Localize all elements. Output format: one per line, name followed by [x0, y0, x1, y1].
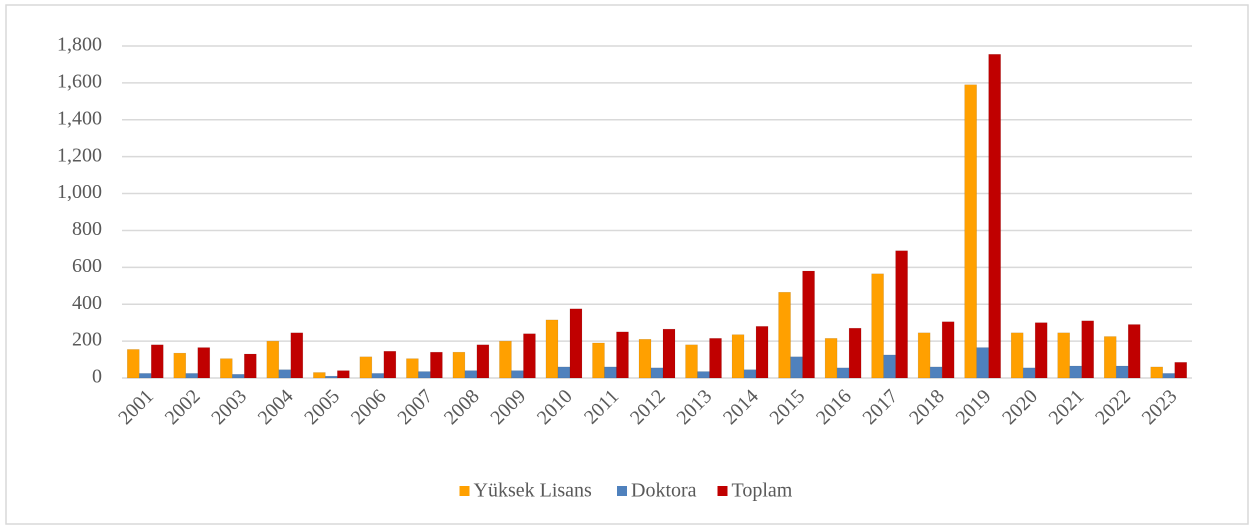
legend-label: Yüksek Lisans: [474, 480, 593, 502]
bar: [244, 353, 257, 379]
bar: [871, 273, 884, 379]
legend-swatch: [717, 486, 728, 496]
bar: [418, 371, 431, 379]
bar: [1057, 332, 1070, 379]
bar: [1103, 336, 1117, 379]
bar: [197, 347, 211, 379]
bar: [743, 369, 757, 379]
bar: [1162, 373, 1175, 379]
y-tick-label: 600: [72, 255, 102, 277]
bar: [1081, 320, 1094, 379]
bar: [604, 366, 617, 379]
bar: [325, 375, 338, 379]
bar: [824, 338, 838, 379]
bar: [266, 340, 280, 379]
bar: [220, 358, 233, 379]
bar: [359, 356, 373, 379]
bar: [499, 340, 512, 379]
bar: [173, 352, 187, 379]
bar: [545, 319, 559, 379]
bar: [232, 374, 245, 379]
bar: [895, 250, 908, 379]
bar: [685, 344, 698, 379]
bar: [371, 373, 385, 379]
bar: [185, 373, 199, 379]
bar: [1022, 367, 1036, 379]
bar: [616, 331, 629, 379]
bar: [127, 349, 140, 379]
bar: [592, 342, 605, 379]
bar: [790, 356, 803, 379]
bar: [802, 270, 815, 379]
bar: [709, 338, 722, 379]
bar: [848, 327, 862, 379]
bar: [452, 351, 466, 379]
y-tick-label: 1,200: [57, 144, 102, 166]
y-tick-label: 1,000: [57, 181, 102, 203]
legend-label: Toplam: [732, 480, 793, 502]
bar: [430, 351, 443, 379]
bar: [976, 347, 989, 379]
bar: [1150, 366, 1163, 379]
bar: [650, 367, 664, 379]
y-tick-label: 200: [72, 329, 102, 351]
legend-swatch: [459, 486, 470, 496]
bar: [1010, 332, 1024, 379]
y-tick-label: 800: [72, 218, 102, 240]
bar: [929, 366, 943, 379]
bar: [290, 332, 304, 379]
bar: [662, 328, 676, 379]
bar: [557, 366, 571, 379]
bar: [1127, 324, 1141, 379]
y-tick-label: 0: [92, 366, 102, 388]
y-tick-label: 1,800: [57, 34, 102, 56]
bar: [836, 367, 850, 379]
bar: [941, 321, 955, 379]
bar: [313, 372, 326, 379]
bar: [523, 333, 536, 379]
legend-label: Doktora: [631, 480, 697, 502]
bar: [569, 308, 583, 379]
bar: [731, 334, 745, 379]
bar: [406, 358, 419, 379]
bar: [383, 351, 397, 379]
bar: [151, 344, 164, 379]
bar: [1069, 365, 1082, 379]
bar: [917, 332, 931, 379]
bar: [988, 54, 1001, 379]
chart-border: [5, 4, 1249, 525]
bar: [1034, 322, 1048, 379]
bar: [139, 373, 152, 379]
bar: [278, 369, 292, 379]
bar: [883, 354, 896, 379]
bar: [1174, 362, 1187, 379]
bar: [476, 344, 490, 379]
y-tick-label: 400: [72, 292, 102, 314]
legend-swatch: [617, 486, 627, 496]
bar: [778, 291, 791, 379]
bar: [964, 84, 977, 379]
bar: [755, 326, 769, 379]
y-tick-label: 1,400: [57, 107, 102, 129]
bar: [464, 370, 478, 379]
bar: [638, 339, 652, 379]
bar: [511, 370, 524, 379]
y-tick-label: 1,600: [57, 70, 102, 92]
bar: [337, 370, 350, 379]
bar: [1115, 365, 1129, 379]
bar: [697, 371, 710, 379]
